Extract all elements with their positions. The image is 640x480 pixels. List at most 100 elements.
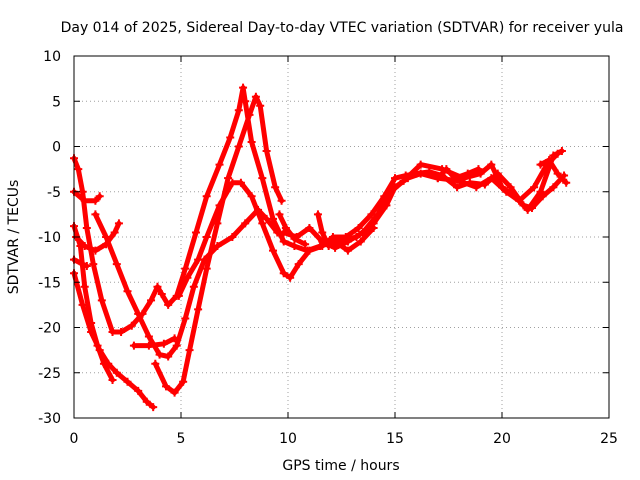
data-point [247, 137, 256, 146]
x-tick-label: 10 [279, 431, 297, 447]
data-point [553, 169, 562, 178]
data-point [290, 242, 299, 251]
data-point [194, 255, 203, 264]
data-point [474, 165, 483, 174]
data-point [557, 147, 566, 156]
data-point [399, 176, 408, 185]
data-point [226, 133, 235, 142]
data-point [162, 382, 171, 391]
y-axis-title: SDTVAR / TECUs [6, 180, 22, 295]
data-point [236, 178, 245, 187]
data-point [279, 269, 288, 278]
data-point [290, 234, 299, 243]
data-point [234, 106, 243, 115]
data-point [271, 183, 280, 192]
data-point [279, 237, 288, 246]
data-point [202, 192, 211, 201]
data-point [91, 210, 100, 219]
data-point [386, 187, 395, 196]
series-track-15 [433, 165, 483, 183]
series-track-3 [70, 269, 158, 412]
data-point [523, 205, 532, 214]
data-point [159, 339, 168, 348]
x-tick-label: 15 [386, 431, 404, 447]
data-point [530, 183, 539, 192]
data-point [256, 101, 265, 110]
data-point [343, 246, 352, 255]
data-point [498, 183, 506, 192]
data-point [97, 296, 106, 305]
y-tick-labels: 10 5 0 -5 -10 -15 -20 -25 -30 [38, 49, 61, 427]
data-point [228, 178, 237, 187]
data-point [80, 196, 89, 205]
x-axis-title: GPS time / hours [282, 458, 399, 474]
data-point [506, 183, 515, 192]
grid [74, 56, 609, 418]
data-series [70, 83, 571, 412]
data-point [391, 174, 399, 183]
series-line [92, 207, 280, 359]
data-point [262, 214, 271, 223]
series-track-8 [129, 334, 179, 350]
data-point [215, 201, 224, 210]
data-point [241, 97, 250, 106]
data-point [215, 160, 224, 169]
data-point [191, 228, 200, 237]
data-point [91, 196, 100, 205]
x-tick-label: 25 [600, 431, 618, 447]
data-point [181, 264, 190, 273]
data-point [373, 210, 382, 219]
data-point [172, 341, 181, 350]
data-point [324, 242, 333, 251]
data-point [453, 183, 462, 192]
axis-ticks [73, 55, 610, 419]
data-point [117, 328, 126, 337]
data-point [369, 223, 378, 232]
x-tick-labels: 0 5 10 15 20 25 [70, 431, 618, 447]
data-point [202, 264, 211, 273]
series-line [131, 335, 178, 349]
data-point [262, 147, 271, 156]
data-point [142, 397, 151, 406]
data-point [202, 233, 211, 241]
data-point [80, 282, 89, 291]
data-point [157, 290, 166, 299]
data-point [294, 260, 303, 269]
series-track-14 [331, 223, 378, 255]
data-point [281, 223, 290, 232]
data-point [463, 169, 472, 178]
data-point [112, 368, 121, 377]
data-point [87, 328, 96, 337]
data-point [356, 237, 365, 246]
data-point [313, 210, 322, 219]
data-point [258, 174, 267, 183]
data-point [269, 246, 278, 255]
data-point [465, 178, 474, 187]
data-point [149, 403, 158, 412]
data-point [251, 92, 260, 101]
data-point [74, 165, 83, 174]
series-track-4 [70, 187, 104, 205]
data-point [301, 240, 310, 249]
series-track-5 [72, 219, 123, 255]
data-point [228, 233, 237, 241]
data-point [425, 167, 434, 176]
data-point [102, 233, 111, 241]
data-point [174, 291, 183, 300]
data-point [185, 346, 194, 355]
data-point [170, 334, 179, 343]
y-tick-label: 10 [43, 49, 61, 65]
data-point [213, 242, 222, 251]
data-point [114, 219, 123, 228]
data-point [286, 273, 295, 282]
data-point [155, 350, 164, 359]
data-point [318, 228, 327, 237]
series-track-12 [275, 210, 310, 249]
y-tick-label: -25 [38, 366, 61, 382]
y-tick-label: -15 [38, 275, 61, 291]
data-point [328, 233, 337, 241]
data-point [179, 377, 188, 386]
data-point [151, 359, 160, 368]
data-point [549, 183, 558, 192]
series-line [71, 189, 103, 204]
